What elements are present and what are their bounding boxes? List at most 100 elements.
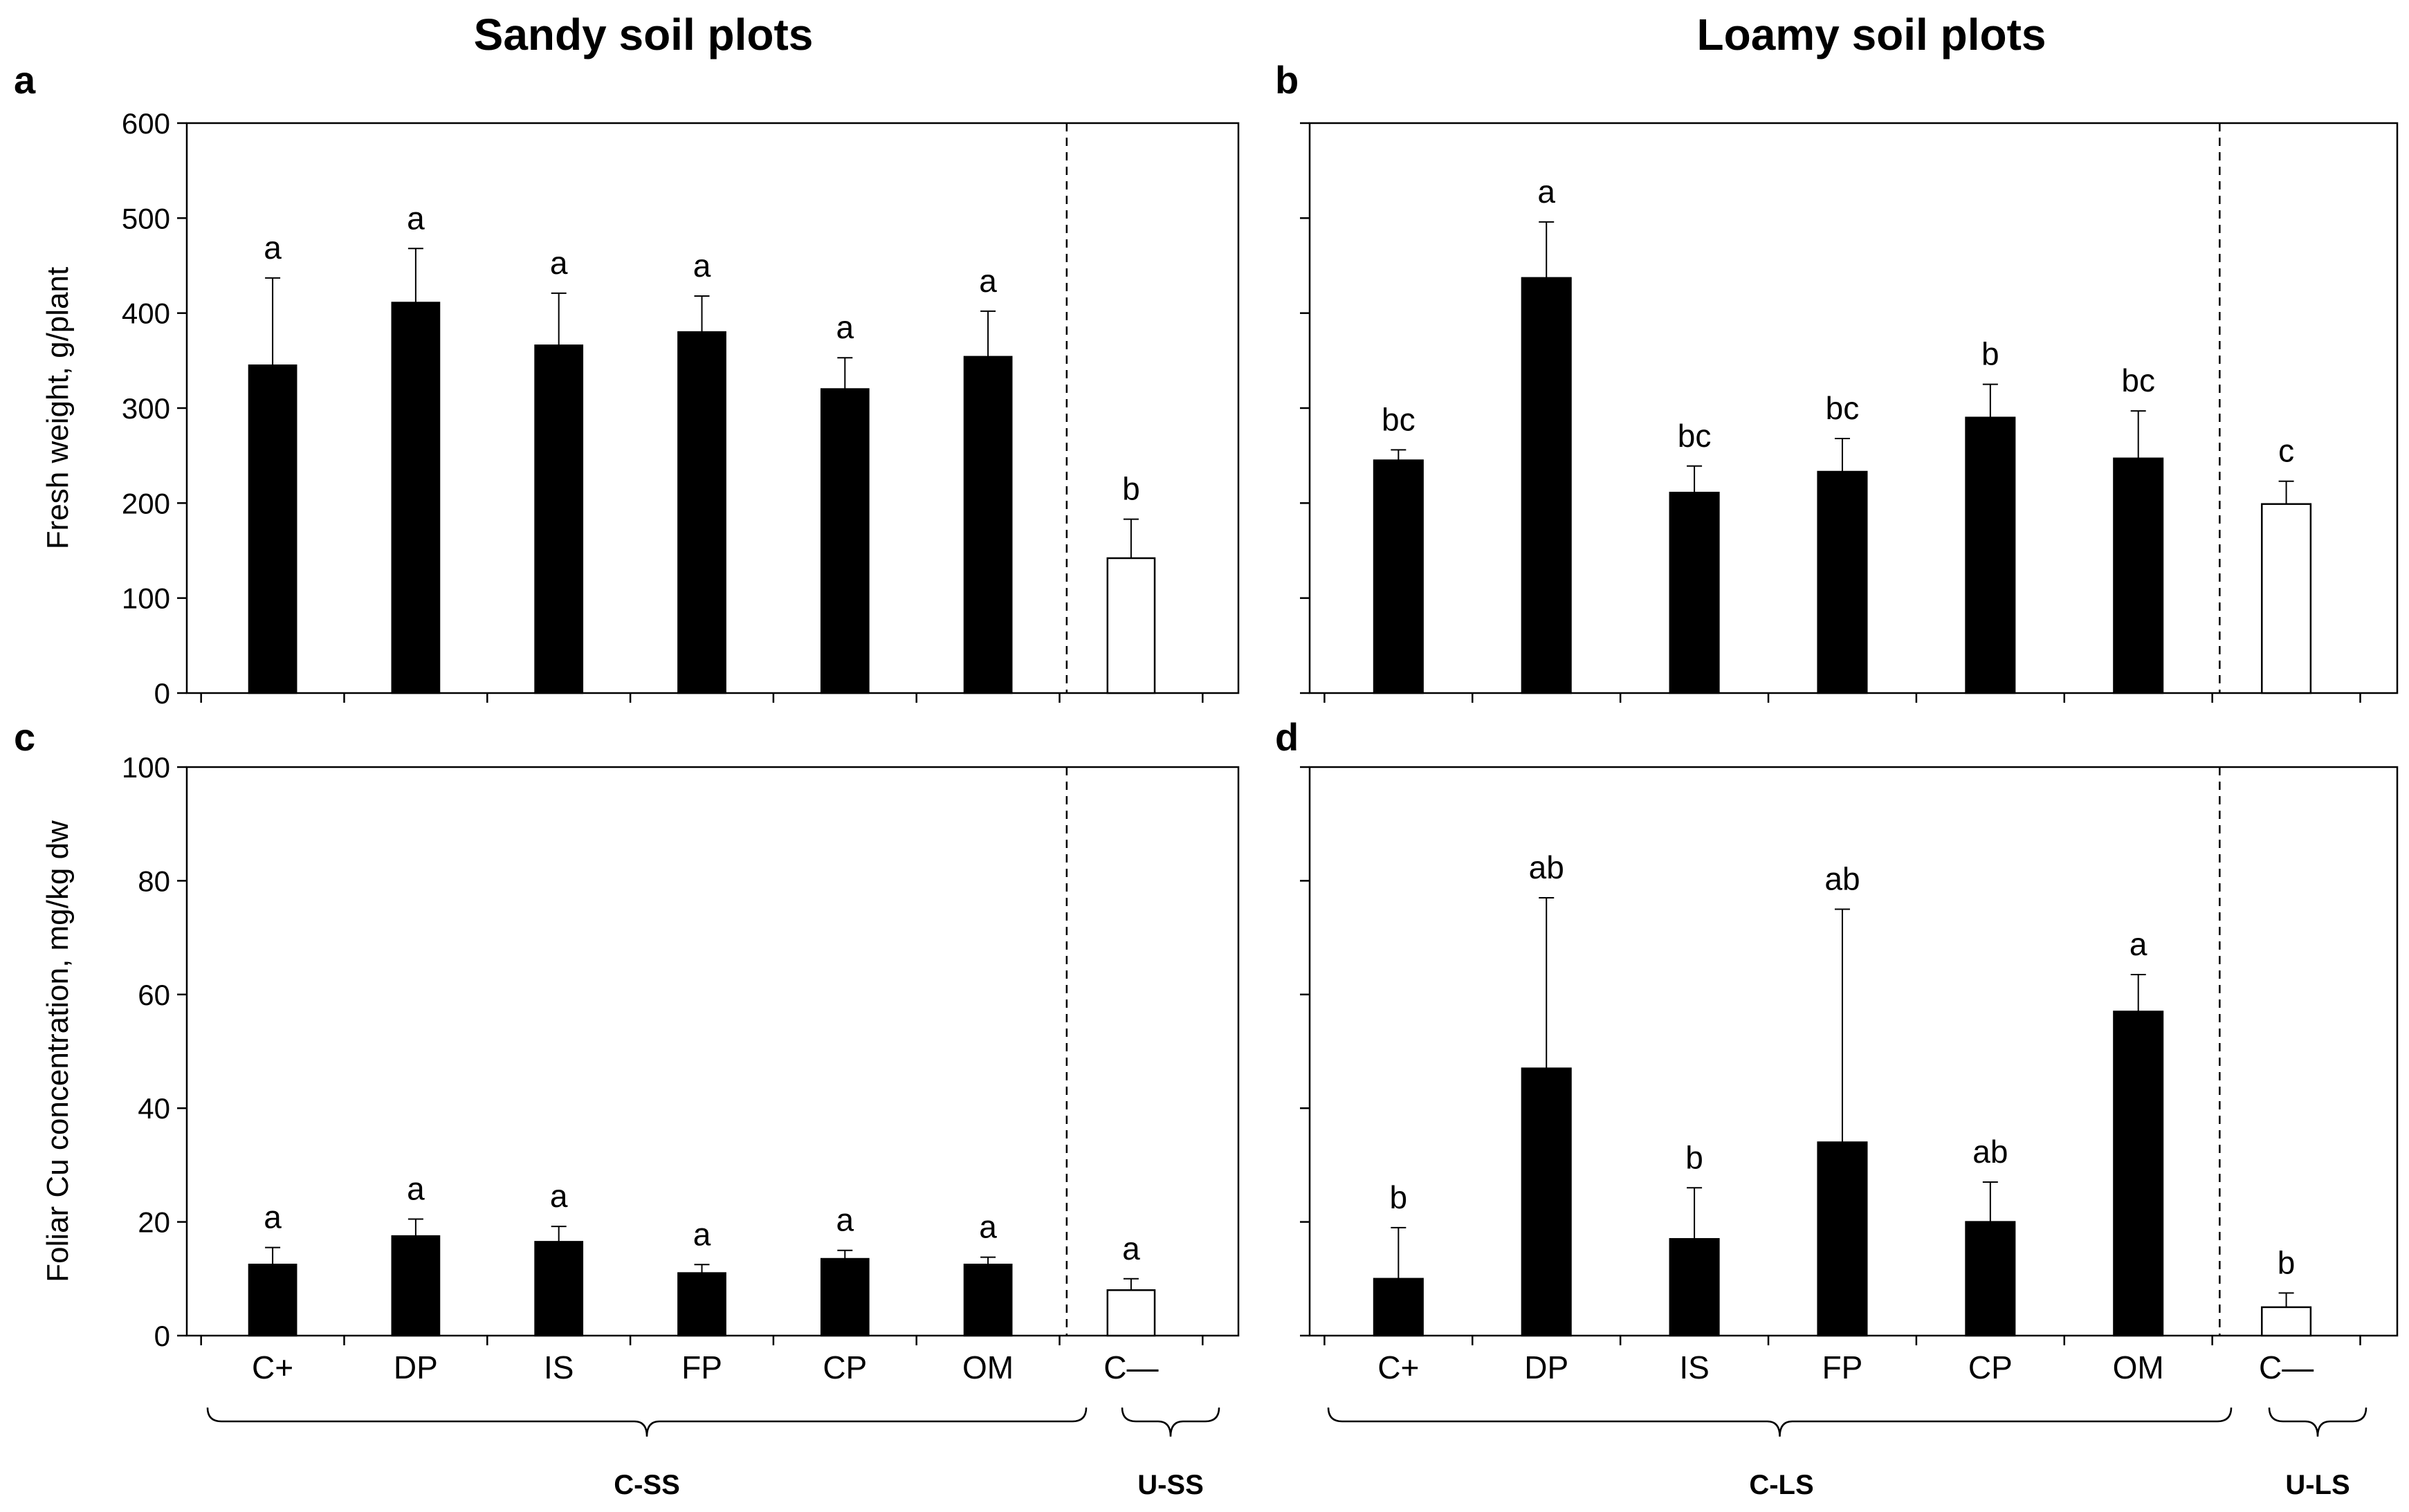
bar-C—	[2261, 503, 2312, 694]
significance-label: a	[693, 248, 711, 284]
bar-OM	[963, 356, 1013, 694]
bar-CP	[1965, 1221, 2016, 1337]
significance-label: bc	[1826, 390, 1860, 426]
y-tick-label: 0	[154, 677, 170, 710]
bar-CP	[1965, 416, 2016, 694]
bar-OM	[2113, 457, 2164, 694]
category-label: C+	[252, 1349, 293, 1385]
y-tick-label: 600	[122, 107, 170, 140]
bar-CP	[820, 1257, 870, 1337]
y-tick-label: 100	[122, 751, 170, 784]
category-label: C—	[1103, 1349, 1158, 1385]
significance-label: a	[550, 245, 568, 281]
bar-OM	[2113, 1011, 2164, 1337]
panel-letter-d: d	[1275, 715, 1299, 759]
significance-label: b	[1122, 471, 1140, 507]
significance-label: c	[2278, 433, 2294, 469]
significance-label: b	[1685, 1139, 1703, 1175]
category-label: C+	[1377, 1349, 1419, 1385]
panel-d: b C+ ab DP b IS ab FP ab CP a OM b C—	[1300, 766, 2399, 1385]
significance-label: a	[407, 200, 425, 236]
bar-DP	[391, 302, 441, 694]
significance-label: a	[1537, 174, 1555, 210]
group-label-c-ls: C-LS	[1749, 1470, 1813, 1500]
group-label-u-ls: U-LS	[2285, 1470, 2350, 1500]
category-label: C—	[2259, 1349, 2314, 1385]
bar-IS	[1669, 491, 1720, 694]
significance-label: a	[979, 263, 997, 299]
brace-u-ss	[1121, 1407, 1220, 1437]
category-label: IS	[1679, 1349, 1709, 1385]
significance-label: a	[264, 230, 282, 266]
bar-DP	[1521, 277, 1572, 694]
category-label: DP	[1524, 1349, 1568, 1385]
y-tick-label: 500	[122, 202, 170, 234]
significance-label: ab	[1972, 1134, 2008, 1170]
bar-CP	[820, 388, 870, 694]
panel-letter-a: a	[14, 58, 36, 102]
category-label: FP	[681, 1349, 722, 1385]
y-tick-label: 20	[138, 1206, 170, 1239]
significance-label: a	[550, 1178, 568, 1214]
group-label-u-ss: U-SS	[1137, 1470, 1204, 1500]
significance-label: b	[1390, 1179, 1408, 1215]
bar-FP	[1817, 470, 1868, 694]
plot-frame	[185, 766, 1240, 1337]
panel-c: 0 20 40 60 80 100 a C+ a DP a IS a FP a CP a OM a C—	[122, 751, 1240, 1385]
group-label-c-ss: C-SS	[614, 1470, 680, 1500]
category-label: CP	[1968, 1349, 2013, 1385]
significance-label: bc	[1678, 418, 1712, 454]
significance-label: bc	[2121, 362, 2155, 398]
brace-u-ls	[2268, 1407, 2367, 1437]
y-tick-label: 100	[122, 582, 170, 615]
bar-C+	[1373, 1278, 1424, 1337]
significance-label: ab	[1824, 861, 1860, 897]
category-label: OM	[2113, 1349, 2164, 1385]
brace-c-ss	[206, 1407, 1088, 1437]
significance-label: a	[979, 1209, 997, 1245]
bar-C+	[248, 1264, 297, 1337]
bar-FP	[677, 1272, 726, 1337]
significance-label: a	[836, 1202, 854, 1238]
bar-C—	[1106, 557, 1156, 694]
bar-C+	[1373, 459, 1424, 694]
significance-label: a	[693, 1216, 711, 1252]
bar-IS	[534, 1241, 584, 1337]
bar-C+	[248, 364, 297, 694]
bar-DP	[391, 1235, 441, 1337]
y-tick-label: 400	[122, 297, 170, 330]
y-tick-label: 40	[138, 1092, 170, 1125]
y-tick-label: 0	[154, 1320, 170, 1352]
panel-letter-b: b	[1275, 58, 1299, 102]
y-tick-label: 60	[138, 979, 170, 1011]
brace-c-ls	[1327, 1407, 2233, 1437]
bar-IS	[1669, 1238, 1720, 1337]
significance-label: a	[2129, 926, 2147, 962]
significance-label: b	[1981, 336, 1999, 372]
significance-label: a	[836, 309, 854, 345]
category-label: OM	[962, 1349, 1014, 1385]
panel-letter-c: c	[14, 715, 35, 759]
bar-DP	[1521, 1067, 1572, 1337]
panel-a: 0 100 200 300 400 500 600 a a a a a a b	[122, 107, 1240, 710]
significance-label: a	[264, 1199, 282, 1235]
significance-label: b	[2278, 1244, 2296, 1280]
significance-label: bc	[1382, 401, 1416, 437]
significance-label: a	[1122, 1230, 1140, 1266]
category-label: FP	[1822, 1349, 1863, 1385]
bar-IS	[534, 344, 584, 694]
y-tick-label: 200	[122, 487, 170, 519]
significance-label: a	[407, 1170, 425, 1206]
bar-C—	[1106, 1289, 1156, 1337]
y-tick-label: 300	[122, 392, 170, 425]
bar-C—	[2261, 1306, 2312, 1337]
bar-FP	[677, 331, 726, 694]
panel-b: bc a bc bc b bc c	[1300, 122, 2399, 703]
category-label: IS	[544, 1349, 574, 1385]
significance-label: ab	[1529, 849, 1564, 885]
bar-FP	[1817, 1141, 1868, 1337]
category-label: DP	[394, 1349, 438, 1385]
group-braces	[206, 1407, 2367, 1437]
bar-OM	[963, 1264, 1013, 1337]
y-axis-label-foliar-cu: Foliar Cu concentration, mg/kg dw	[41, 820, 75, 1282]
